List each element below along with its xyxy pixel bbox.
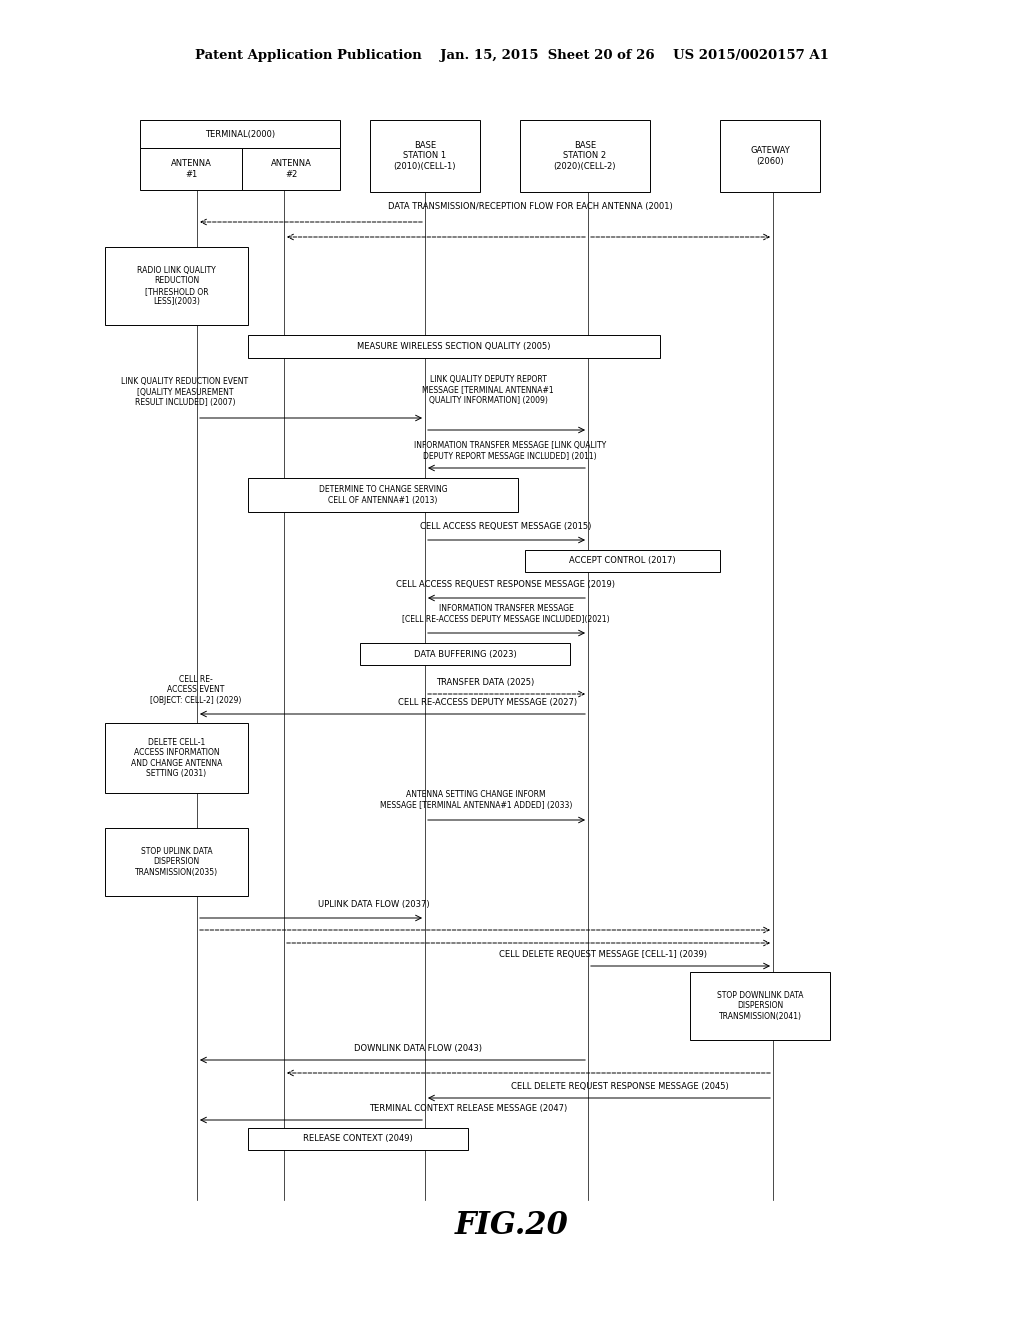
Text: CELL ACCESS REQUEST MESSAGE (2015): CELL ACCESS REQUEST MESSAGE (2015): [420, 523, 592, 532]
Bar: [370, 120, 480, 191]
Bar: [360, 643, 570, 665]
Text: DATA TRANSMISSION/RECEPTION FLOW FOR EACH ANTENNA (2001): DATA TRANSMISSION/RECEPTION FLOW FOR EAC…: [388, 202, 673, 211]
Text: CELL RE-
ACCESS EVENT
[OBJECT: CELL-2] (2029): CELL RE- ACCESS EVENT [OBJECT: CELL-2] (…: [151, 675, 242, 705]
Text: DELETE CELL-1
ACCESS INFORMATION
AND CHANGE ANTENNA
SETTING (2031): DELETE CELL-1 ACCESS INFORMATION AND CHA…: [131, 738, 222, 777]
Text: RELEASE CONTEXT (2049): RELEASE CONTEXT (2049): [303, 1134, 413, 1143]
Text: ANTENNA
#2: ANTENNA #2: [270, 160, 311, 178]
Bar: [520, 120, 650, 191]
Bar: [248, 478, 518, 512]
Text: STOP UPLINK DATA
DISPERSION
TRANSMISSION(2035): STOP UPLINK DATA DISPERSION TRANSMISSION…: [135, 847, 218, 876]
Text: ANTENNA SETTING CHANGE INFORM
MESSAGE [TERMINAL ANTENNA#1 ADDED] (2033): ANTENNA SETTING CHANGE INFORM MESSAGE [T…: [380, 791, 572, 809]
Text: CELL DELETE REQUEST MESSAGE [CELL-1] (2039): CELL DELETE REQUEST MESSAGE [CELL-1] (20…: [499, 949, 707, 958]
Bar: [248, 335, 660, 358]
Text: UPLINK DATA FLOW (2037): UPLINK DATA FLOW (2037): [318, 900, 430, 909]
Text: TERMINAL CONTEXT RELEASE MESSAGE (2047): TERMINAL CONTEXT RELEASE MESSAGE (2047): [369, 1104, 567, 1113]
Bar: [140, 148, 242, 190]
Text: INFORMATION TRANSFER MESSAGE
[CELL RE-ACCESS DEPUTY MESSAGE INCLUDED](2021): INFORMATION TRANSFER MESSAGE [CELL RE-AC…: [402, 605, 610, 624]
Text: STOP DOWNLINK DATA
DISPERSION
TRANSMISSION(2041): STOP DOWNLINK DATA DISPERSION TRANSMISSI…: [717, 991, 803, 1020]
Text: FIG.20: FIG.20: [455, 1209, 569, 1241]
Text: GATEWAY
(2060): GATEWAY (2060): [751, 147, 790, 166]
Text: CELL ACCESS REQUEST RESPONSE MESSAGE (2019): CELL ACCESS REQUEST RESPONSE MESSAGE (20…: [396, 581, 615, 590]
Text: RADIO LINK QUALITY
REDUCTION
[THRESHOLD OR
LESS](2003): RADIO LINK QUALITY REDUCTION [THRESHOLD …: [137, 265, 216, 306]
Text: DETERMINE TO CHANGE SERVING
CELL OF ANTENNA#1 (2013): DETERMINE TO CHANGE SERVING CELL OF ANTE…: [318, 486, 447, 504]
Bar: [105, 723, 248, 793]
Text: LINK QUALITY REDUCTION EVENT
[QUALITY MEASUREMENT
RESULT INCLUDED] (2007): LINK QUALITY REDUCTION EVENT [QUALITY ME…: [122, 378, 249, 407]
Text: MEASURE WIRELESS SECTION QUALITY (2005): MEASURE WIRELESS SECTION QUALITY (2005): [357, 342, 551, 351]
Text: TERMINAL(2000): TERMINAL(2000): [205, 129, 275, 139]
Text: TRANSFER DATA (2025): TRANSFER DATA (2025): [436, 677, 535, 686]
Bar: [242, 148, 340, 190]
Text: BASE
STATION 2
(2020)(CELL-2): BASE STATION 2 (2020)(CELL-2): [554, 141, 616, 170]
Text: CELL RE-ACCESS DEPUTY MESSAGE (2027): CELL RE-ACCESS DEPUTY MESSAGE (2027): [398, 698, 578, 708]
Bar: [720, 120, 820, 191]
Bar: [140, 120, 340, 148]
Text: CELL DELETE REQUEST RESPONSE MESSAGE (2045): CELL DELETE REQUEST RESPONSE MESSAGE (20…: [511, 1081, 729, 1090]
Bar: [105, 247, 248, 325]
Text: ACCEPT CONTROL (2017): ACCEPT CONTROL (2017): [569, 557, 676, 565]
Text: ANTENNA
#1: ANTENNA #1: [171, 160, 211, 178]
Bar: [105, 828, 248, 896]
Text: BASE
STATION 1
(2010)(CELL-1): BASE STATION 1 (2010)(CELL-1): [394, 141, 457, 170]
Text: LINK QUALITY DEPUTY REPORT
MESSAGE [TERMINAL ANTENNA#1
QUALITY INFORMATION] (200: LINK QUALITY DEPUTY REPORT MESSAGE [TERM…: [422, 375, 554, 405]
Text: DOWNLINK DATA FLOW (2043): DOWNLINK DATA FLOW (2043): [354, 1044, 482, 1052]
Text: Patent Application Publication    Jan. 15, 2015  Sheet 20 of 26    US 2015/00201: Patent Application Publication Jan. 15, …: [195, 49, 829, 62]
Bar: [248, 1129, 468, 1150]
Bar: [690, 972, 830, 1040]
Text: DATA BUFFERING (2023): DATA BUFFERING (2023): [414, 649, 516, 659]
Bar: [525, 550, 720, 572]
Text: INFORMATION TRANSFER MESSAGE [LINK QUALITY
DEPUTY REPORT MESSAGE INCLUDED] (2011: INFORMATION TRANSFER MESSAGE [LINK QUALI…: [414, 441, 606, 461]
